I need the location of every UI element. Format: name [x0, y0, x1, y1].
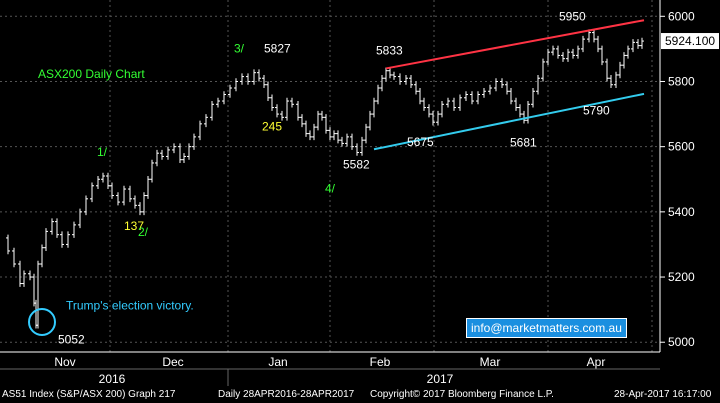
- annotation-label: 1/: [97, 145, 108, 159]
- footer-range: Daily 28APR2016-28APR2017: [218, 389, 355, 400]
- annotation-label: 5675: [407, 135, 434, 149]
- price-bars: [6, 29, 644, 329]
- month-label: Jan: [268, 355, 287, 369]
- month-label: Apr: [587, 355, 606, 369]
- annotation-label: 2/: [138, 225, 149, 239]
- month-label: Mar: [480, 355, 501, 369]
- month-label: Feb: [370, 355, 391, 369]
- footer-copyright: Copyright© 2017 Bloomberg Finance L.P.: [370, 389, 554, 400]
- grid-lines: 5000 5200 5400 5600 5800 6000 Nov Dec Jan Feb Mar A…: [0, 0, 719, 386]
- annotation-label: 245: [262, 119, 282, 133]
- chart-title: ASX200 Daily Chart: [38, 67, 145, 81]
- footer-timestamp: 28-Apr-2017 16:17:00: [614, 389, 712, 400]
- upper-trend-line: [385, 19, 645, 70]
- annotation-label: 5790: [583, 104, 610, 118]
- annotation-label: 5052: [58, 332, 85, 346]
- year-label: 2016: [99, 372, 126, 386]
- annotation-label: Trump's election victory.: [66, 298, 194, 312]
- y-tick-label: 5800: [668, 74, 695, 88]
- footer-bar: AS51 Index (S&P/ASX 200) Graph 217 Daily…: [0, 386, 720, 403]
- y-tick-label: 5000: [668, 335, 695, 349]
- y-tick-label: 5400: [668, 205, 695, 219]
- price-chart: 5000 5200 5400 5600 5800 6000 Nov Dec Jan Feb Mar A…: [0, 0, 720, 386]
- annotation-label: 5833: [376, 44, 403, 58]
- y-tick-label: 5200: [668, 270, 695, 284]
- y-tick-label: 5600: [668, 140, 695, 154]
- annotation-label: 137: [124, 219, 144, 233]
- last-price-value: 5924.100: [665, 34, 715, 48]
- last-price-tag: [661, 33, 719, 50]
- annotation-label: 5681: [510, 135, 537, 149]
- year-label: 2017: [427, 372, 454, 386]
- footer-index: AS51 Index (S&P/ASX 200) Graph 217: [2, 389, 176, 400]
- y-tick-label: 6000: [668, 9, 695, 23]
- month-label: Dec: [162, 355, 183, 369]
- trend-lines: [373, 19, 645, 151]
- annotation-label: 4/: [325, 182, 336, 196]
- election-marker-circle: [28, 308, 56, 336]
- annotation-label: 5827: [264, 42, 291, 56]
- lower-trend-line: [373, 92, 645, 151]
- chart-labels: 5827 3/5833 5950 5790 5675 5681 5582 4/245 1/137…: [58, 10, 610, 347]
- contact-email[interactable]: info@marketmatters.com.au: [466, 318, 627, 338]
- annotation-label: 5950: [559, 10, 586, 24]
- month-label: Nov: [54, 355, 75, 369]
- annotation-label: 5582: [343, 158, 370, 172]
- annotation-label: 3/: [234, 42, 245, 56]
